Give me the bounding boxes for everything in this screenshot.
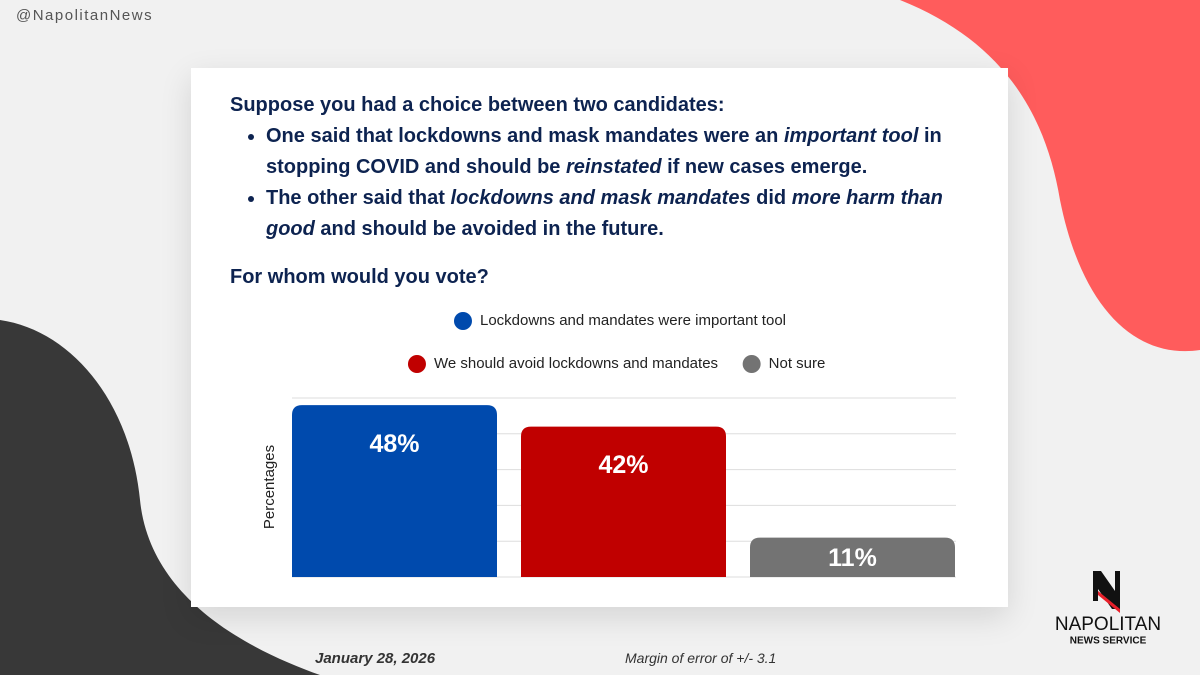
bullet-text: did: [750, 187, 792, 209]
question-prompt: For whom would you vote?: [230, 266, 489, 288]
legend-swatch: [453, 312, 472, 330]
bar: [521, 426, 726, 577]
y-axis-label: Percentages: [261, 445, 278, 529]
bullet-text: if new cases emerge.: [661, 156, 868, 178]
bar: [750, 537, 955, 577]
question: Suppose you had a choice between two can…: [230, 90, 990, 293]
value-label: 42%: [598, 451, 648, 479]
bullet: One said that lockdowns and mask mandate…: [266, 121, 990, 183]
bullet: The other said that lockdowns and mask m…: [266, 183, 990, 245]
bullet-text: lockdowns and mask mandates: [450, 187, 751, 209]
bullet-text: in stopping COVID and should be: [266, 125, 942, 178]
bullet-list: One said that lockdowns and mask mandate…: [230, 121, 990, 245]
legend-swatch: [407, 355, 426, 373]
legend-label: Not sure: [769, 355, 826, 372]
logo-mark: [1093, 571, 1120, 609]
handle: @NapolitanNews: [16, 7, 154, 24]
logo: NAPOLITAN NEWS SERVICE: [1055, 571, 1161, 647]
legend-label: We should avoid lockdowns and mandates: [434, 355, 718, 372]
date: January 28, 2026: [315, 650, 436, 667]
logo-name: NAPOLITAN: [1055, 614, 1161, 635]
margin-of-error: Margin of error of +/- 3.1: [625, 650, 777, 666]
value-label: 48%: [369, 430, 419, 458]
dark-blob: [0, 320, 320, 675]
bullet-text: more harm than good: [266, 187, 943, 240]
bullet-text: One said that lockdowns and mask mandate…: [266, 125, 784, 147]
bullet-text: important tool: [783, 125, 919, 147]
logo-accent: [1098, 591, 1120, 613]
bullet-text: The other said that: [266, 187, 451, 209]
bullet-text: reinstated: [566, 156, 662, 178]
legend-label: Lockdowns and mandates were important to…: [480, 312, 786, 329]
bullet-text: and should be avoided in the future.: [314, 218, 664, 240]
value-label: 11%: [828, 544, 877, 572]
bar: [292, 405, 497, 577]
legend-swatch: [742, 355, 761, 373]
question-intro: Suppose you had a choice between two can…: [230, 94, 725, 116]
red-blob: [900, 0, 1200, 352]
logo-sub: NEWS SERVICE: [1070, 636, 1147, 647]
